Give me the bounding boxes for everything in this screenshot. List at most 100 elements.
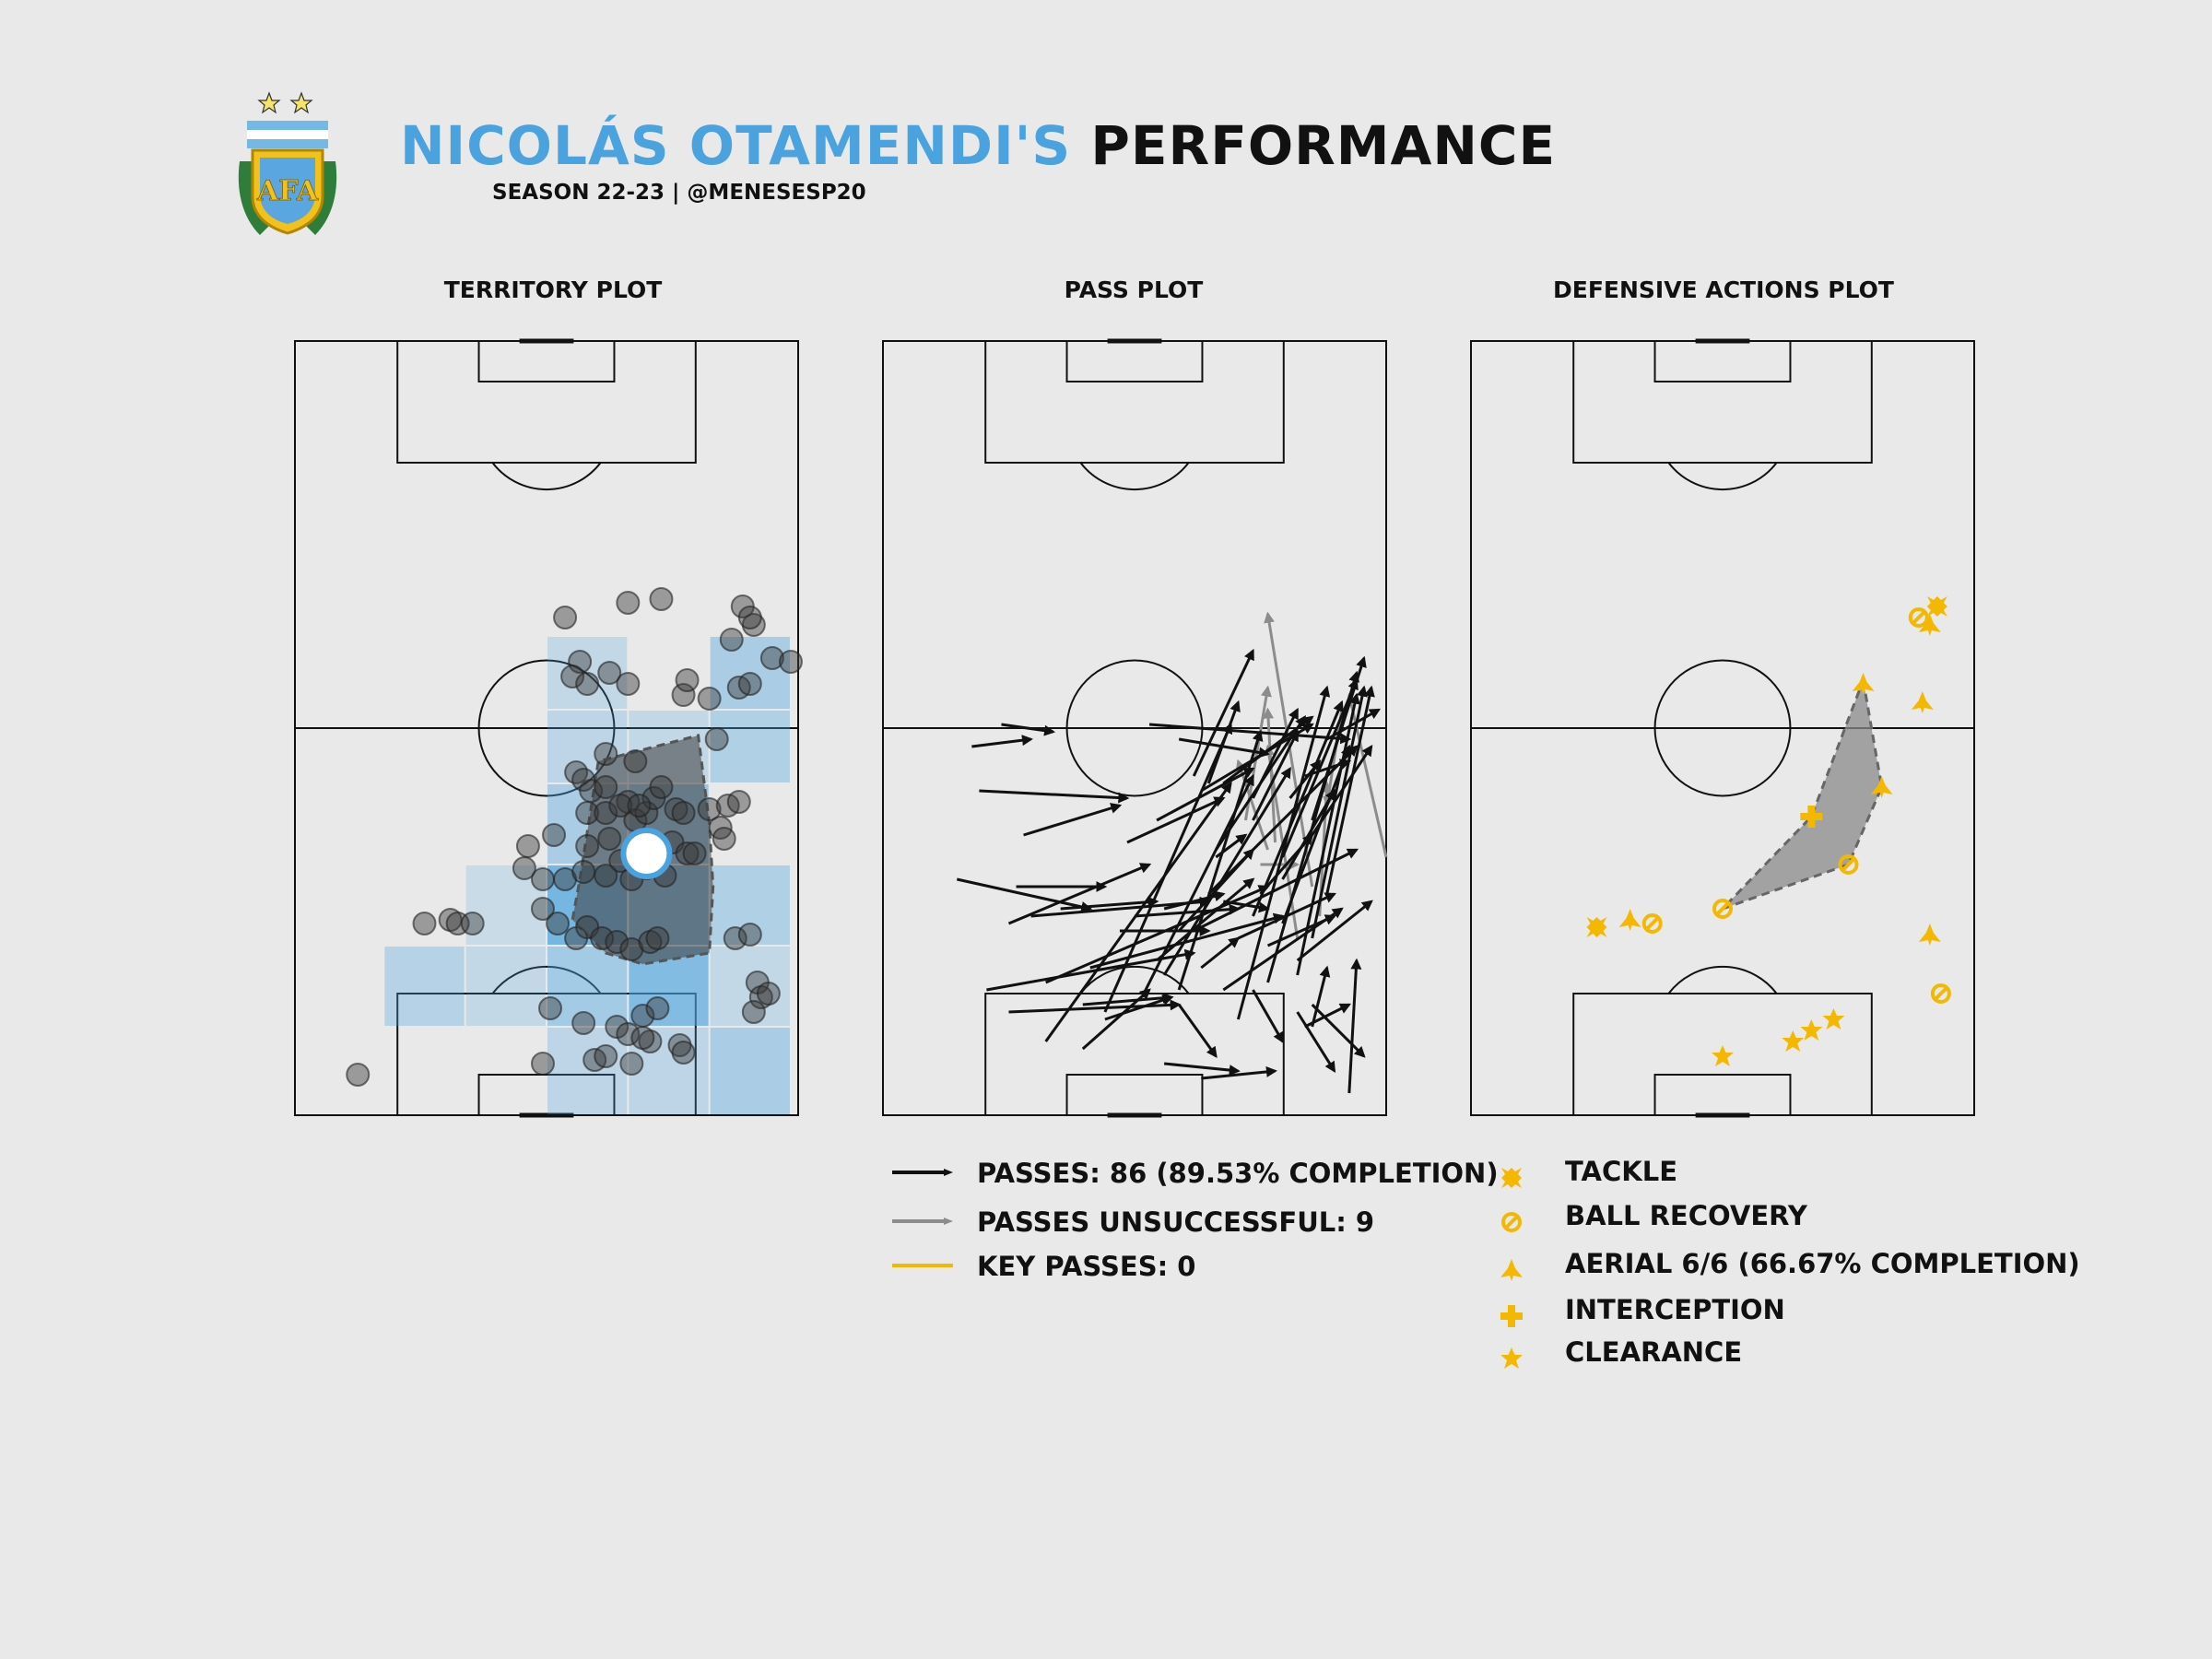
touch-point	[597, 661, 622, 685]
touch-point	[530, 897, 555, 921]
ball-recovery-icon	[1712, 899, 1733, 919]
touch-point	[530, 1052, 555, 1076]
clearance-marker	[1712, 1045, 1734, 1066]
touch-point	[623, 749, 648, 773]
touch-point	[682, 841, 707, 865]
pass-successful	[1252, 989, 1284, 1044]
pass-successful	[1178, 848, 1255, 933]
penalty-arc-top	[491, 462, 602, 491]
clearance-marker	[1800, 1019, 1823, 1041]
legend-pass-success-line	[892, 1169, 953, 1176]
legend-aerial-label: Aerial 6/6 (66.67% completion)	[1565, 1248, 2080, 1279]
heat-bin	[465, 947, 546, 1026]
legend-unsuccessful-label: Passes Unsuccessful: 9	[977, 1206, 1375, 1238]
legend-key-pass-line	[892, 1264, 953, 1267]
pass-successful	[1156, 877, 1255, 962]
interception-marker	[1800, 806, 1823, 828]
pass-successful	[1192, 648, 1254, 777]
penalty-arc-bottom	[491, 965, 602, 994]
ball-recovery-icon	[1641, 913, 1663, 934]
aerial-marker	[1618, 909, 1641, 931]
pass-successful	[1082, 992, 1174, 1006]
touch-point	[675, 668, 700, 692]
territory-plot-title: Territory Plot	[443, 276, 663, 303]
clearance-icon	[1782, 1030, 1805, 1052]
aerial-icon	[1852, 673, 1875, 695]
touch-point	[741, 1000, 766, 1024]
touch-point	[575, 672, 600, 696]
touch-point	[594, 1044, 618, 1068]
penalty-arc-bottom	[1079, 965, 1190, 994]
ball-recovery-marker	[1838, 854, 1859, 875]
clearance-marker	[1782, 1030, 1805, 1052]
pass-successful	[1252, 729, 1299, 821]
touch-point	[737, 606, 762, 629]
clearance-icon	[1822, 1008, 1845, 1030]
touch-point	[616, 1022, 641, 1046]
heat-bin	[710, 1028, 790, 1114]
ball-recovery-marker	[1930, 983, 1951, 1004]
average-position-marker	[620, 828, 673, 879]
ball-recovery-slash	[1714, 900, 1731, 917]
ball-recovery-icon	[1930, 983, 1951, 1004]
touch-point	[737, 923, 762, 947]
pass-successful	[1296, 1011, 1336, 1074]
player-name: Nicolás Otamendi's	[400, 114, 1072, 177]
pass-successful	[1347, 958, 1362, 1094]
touch-point	[530, 867, 555, 891]
touch-point	[346, 1063, 371, 1087]
penalty-box-top	[396, 340, 697, 464]
touch-point	[675, 841, 700, 865]
pass-successful	[1236, 685, 1331, 1020]
touch-point	[619, 1052, 644, 1076]
ball-recovery-icon	[1838, 854, 1859, 875]
pass-successful	[1148, 723, 1352, 745]
afa-logo: AFA	[238, 91, 337, 235]
pass-successful	[971, 735, 1033, 748]
tackle-icon	[1926, 596, 1947, 617]
touch-point	[560, 665, 585, 688]
touch-point	[712, 827, 736, 851]
clearance-marker	[1822, 1008, 1845, 1030]
pass-successful	[979, 789, 1130, 804]
defensive-hull	[1721, 675, 1884, 911]
clearance-icon	[1712, 1045, 1734, 1066]
pass-successful	[1023, 803, 1123, 837]
pass-successful	[1044, 782, 1232, 1042]
ball-recovery-slash	[1933, 985, 1949, 1002]
touch-point	[608, 794, 633, 818]
touch-point	[575, 834, 600, 858]
pass-successful	[1304, 1003, 1352, 1029]
pass-unsuccessful	[1264, 611, 1314, 888]
touch-point	[594, 742, 618, 766]
touch-point	[671, 1041, 696, 1065]
aerial-marker	[1852, 673, 1875, 695]
touch-point	[697, 797, 722, 821]
touch-point	[723, 926, 747, 950]
ball-recovery-icon	[1501, 1212, 1522, 1232]
pass-successful	[1177, 1004, 1218, 1058]
aerial-icon	[1870, 776, 1893, 798]
touch-point	[671, 683, 696, 707]
touch-point	[568, 650, 593, 674]
page-subtitle: Season 22-23 | @MenesesP20	[492, 181, 866, 205]
six-yard-box-bottom	[1065, 1074, 1204, 1116]
legend-key-passes-label: Key Passes: 0	[977, 1251, 1196, 1282]
pass-successful	[1252, 707, 1299, 799]
touch-point	[704, 727, 729, 751]
heat-bin	[710, 865, 790, 945]
ball-recovery-marker	[1712, 899, 1733, 919]
aerial-icon	[1911, 691, 1934, 713]
logo-text: AFA	[256, 175, 319, 207]
pass-plot-title: Pass Plot	[1064, 276, 1204, 303]
page-title: Nicolás Otamendi's Performance	[400, 114, 1556, 177]
legend-interception-label: Interception	[1565, 1294, 1785, 1325]
touch-point	[719, 628, 744, 652]
pass-successful	[1200, 936, 1241, 970]
touch-point	[737, 672, 762, 696]
ball-recovery-marker	[1641, 913, 1663, 934]
legend-clearance-label: Clearance	[1565, 1336, 1743, 1368]
penalty-arc-bottom	[1667, 965, 1778, 994]
touch-point	[649, 775, 674, 799]
center-circle	[1653, 659, 1792, 797]
